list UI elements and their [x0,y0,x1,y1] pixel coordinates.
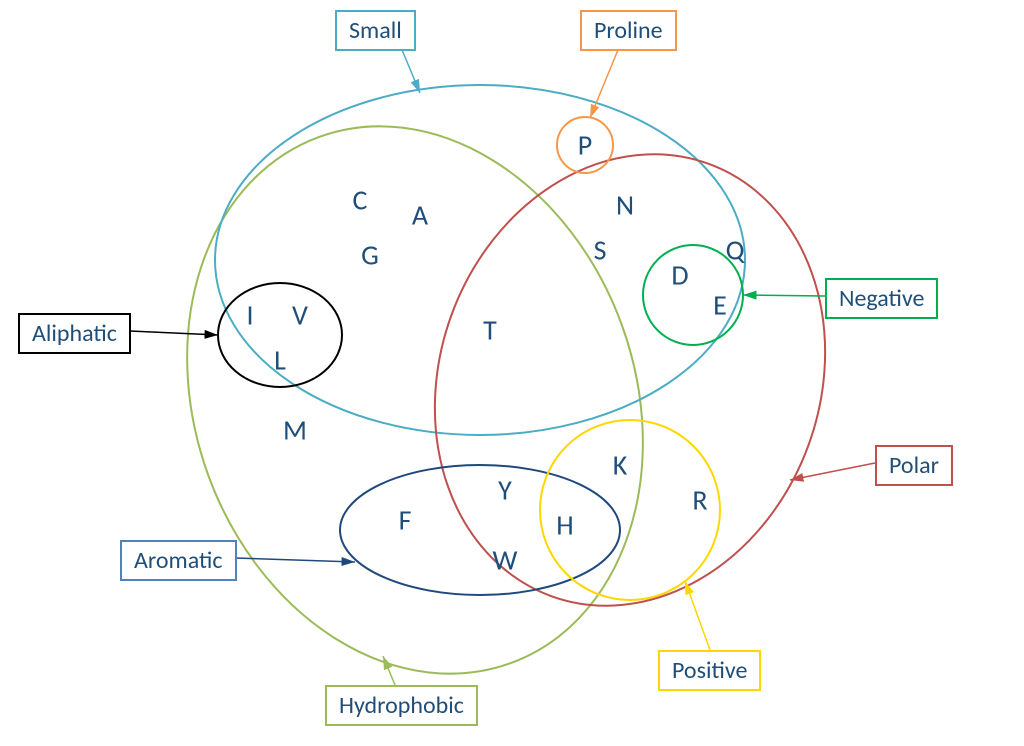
arrow-proline [590,45,620,118]
arrow-hydrophobic [383,656,395,685]
aromatic-ellipse [340,465,620,595]
label-aromatic: Aromatic [120,540,237,581]
aa-G: G [361,238,379,273]
aa-F: F [399,503,412,538]
aa-P: P [578,128,592,163]
arrow-negative [743,295,825,296]
arrow-positive [685,581,710,650]
aa-W: W [493,543,518,578]
aa-A: A [412,198,428,233]
aa-L: L [274,343,286,378]
label-positive: Positive [658,650,761,691]
small-ellipse [215,85,745,435]
arrow-aliphatic [130,331,218,335]
aa-K: K [613,448,628,483]
aa-R: R [692,483,707,518]
hydrophobic-ellipse [113,62,718,739]
label-aliphatic: Aliphatic [18,313,131,354]
aa-H: H [556,508,573,543]
aa-Y: Y [498,473,512,508]
label-negative: Negative [825,278,938,319]
aa-V: V [292,298,308,333]
aa-D: D [671,258,688,293]
aa-N: N [616,188,634,223]
label-small: Small [335,10,416,51]
arrow-polar [790,463,875,480]
aa-Q: Q [726,233,745,268]
aa-S: S [594,233,607,268]
aa-I: I [246,298,253,333]
label-polar: Polar [875,445,953,486]
aa-M: M [283,413,307,448]
arrow-small [400,45,420,93]
aa-C: C [353,183,368,218]
label-proline: Proline [580,10,677,51]
aa-E: E [713,288,727,323]
polar-ellipse [373,99,887,661]
venn-svg [0,0,1024,746]
label-hydrophobic: Hydrophobic [325,685,478,726]
aa-T: T [483,313,497,348]
